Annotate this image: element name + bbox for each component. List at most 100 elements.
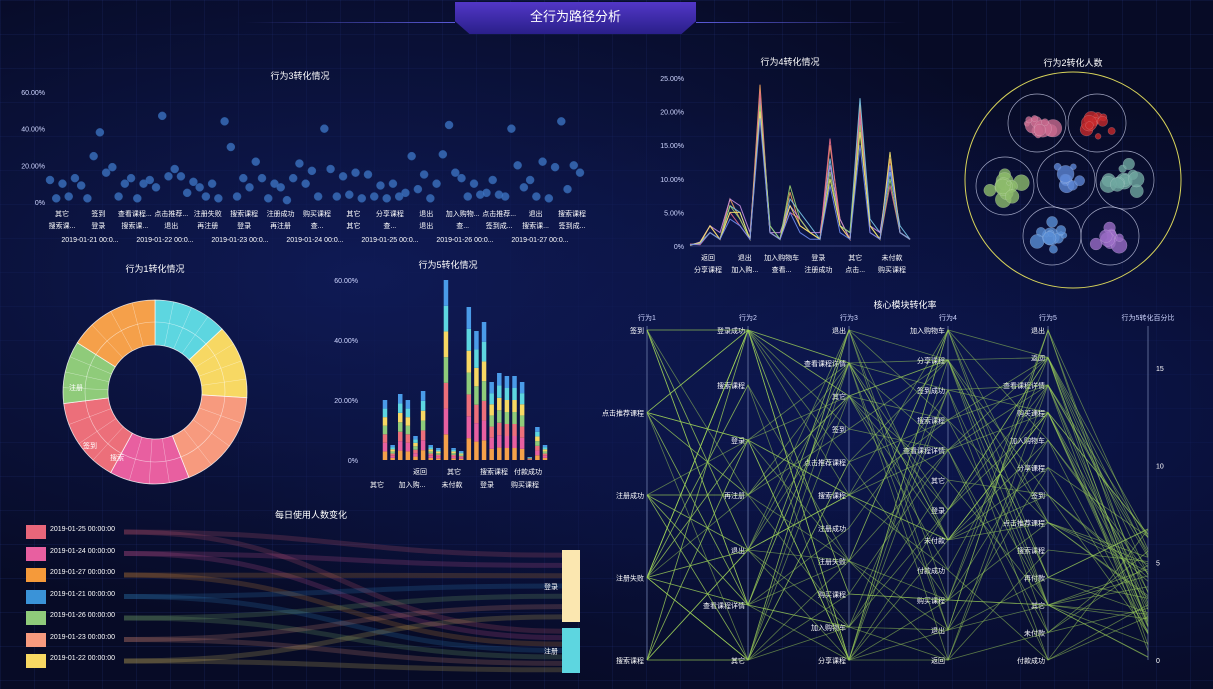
b5-bar-segment <box>428 453 433 456</box>
b2-leaf-circle <box>1046 216 1058 228</box>
b5-title: 行为5转化情况 <box>418 260 478 270</box>
core-axis-tick-label: 签到 <box>832 425 846 434</box>
b5-bar-segment <box>519 426 525 438</box>
core-path-line <box>646 411 1149 661</box>
core-axis-tick-label: 10 <box>1156 463 1164 470</box>
core-axis-tick-label: 加入购物车 <box>910 326 945 335</box>
b3-xtick-label: 搜索课... <box>49 221 76 230</box>
b5-bar-segment <box>405 425 411 435</box>
b3-point <box>270 179 279 188</box>
sankey-flow <box>123 658 563 673</box>
b5-bar-segment <box>542 453 548 456</box>
b4-ytick-label: 20.00% <box>660 110 684 117</box>
b5-bar-segment <box>436 453 441 455</box>
core-axis-name: 行为3 <box>840 313 858 322</box>
sankey-source-label: 2019-01-24 00:00:00 <box>50 547 115 555</box>
b5-bar-segment <box>420 450 426 460</box>
core-axis-tick-label: 购买课程 <box>818 590 846 599</box>
core-axis-tick-label: 搜索课程 <box>1017 546 1045 555</box>
core-axis-tick-label: 注册成功 <box>818 524 846 533</box>
core-axis-tick-label: 购买课程 <box>1017 409 1045 418</box>
core-axis-tick-label: 退出 <box>731 546 745 555</box>
b5-bar-segment <box>481 361 487 382</box>
b5-xtick-label: 其它 <box>447 467 461 476</box>
b3-date-label: 2019-01-23 00:0... <box>211 237 268 244</box>
b3-point <box>282 195 292 205</box>
b5-bar-segment <box>497 435 502 448</box>
b3-point <box>145 175 155 185</box>
b3-xtick-label: 退出 <box>529 209 543 218</box>
b5-bar-segment <box>474 423 479 442</box>
b5-bar-segment <box>489 437 494 449</box>
core-axis-tick-label: 加入购物车 <box>811 623 846 632</box>
b2-group-circle <box>975 156 1035 216</box>
b3-point <box>239 173 248 183</box>
b5-bar-segment <box>397 394 403 404</box>
b5-bar-segment <box>474 404 479 424</box>
core-path-line <box>646 328 1149 632</box>
core-axis-tick-label: 其它 <box>832 392 846 401</box>
b4-xtick-label: 退出 <box>738 253 752 262</box>
daily-title: 每日使用人数变化 <box>274 510 347 520</box>
sankey-source-swatch <box>26 632 46 647</box>
b2-leaf-circle <box>1128 171 1145 188</box>
b3-xtick-label: 签到 <box>91 209 105 218</box>
b3-point <box>226 142 236 152</box>
b5-bar-segment <box>420 440 426 451</box>
b5-bar-segment <box>428 455 433 458</box>
b5-bar-segment <box>474 386 479 405</box>
b3-title: 行为3转化情况 <box>270 71 330 81</box>
b3-point <box>407 151 416 161</box>
b3-xtick-label: 查看课程... <box>118 209 152 218</box>
b5-xtick-label: 购买课程 <box>511 480 539 489</box>
b5-bar-segment <box>519 437 525 449</box>
b4-xtick-label: 登录 <box>811 253 825 262</box>
b2-leaf-circle <box>1099 229 1113 243</box>
b3-point <box>114 192 123 201</box>
b3-xtick-label: 分享课程 <box>376 209 404 218</box>
b2-leaf-circle <box>1056 225 1066 236</box>
core-path-line <box>646 494 1149 661</box>
b3-point <box>170 164 179 174</box>
b5-bar-segment <box>497 447 502 460</box>
b5-bar-segment <box>535 455 540 460</box>
b5-bar-segment <box>436 449 441 452</box>
core-path-line <box>647 359 1149 661</box>
core-axis-tick-label: 搜索课程 <box>917 416 945 425</box>
b4-xtick-label: 查看... <box>772 265 792 274</box>
b2-group-circle <box>1007 93 1067 153</box>
core-axis-tick-label: 其它 <box>931 476 945 485</box>
core-path-line <box>646 411 1149 661</box>
b2-leaf-circle <box>983 183 997 197</box>
core-axis-tick-label: 签到成功 <box>917 386 945 395</box>
b5-bar-segment <box>436 451 441 454</box>
b3-point <box>401 188 410 198</box>
sankey-source-label: 2019-01-26 00:00:00 <box>50 612 115 619</box>
b3-point <box>307 166 317 176</box>
core-axis-tick-label: 点击推荐课程 <box>602 409 644 418</box>
core-axis-tick-label: 分享课程 <box>818 656 846 665</box>
b5-bar-segment <box>451 453 456 455</box>
b5-bar-segment <box>474 349 479 368</box>
core-path-line <box>646 328 1149 661</box>
b5-ytick-label: 0% <box>348 458 358 465</box>
sankey-target-node <box>562 628 580 673</box>
core-axis-tick-label: 付款成功 <box>917 566 945 575</box>
b3-point <box>338 172 348 181</box>
b5-bar-segment <box>542 451 548 454</box>
b5-bar-segment <box>519 382 525 394</box>
b2-leaf-circle <box>1094 133 1102 140</box>
b5-bar-segment <box>428 449 433 452</box>
b1-slice-divider <box>148 438 153 484</box>
b1-slice-divider <box>164 301 174 347</box>
b5-bar-segment <box>512 400 517 412</box>
b2-leaf-circle <box>1085 121 1094 130</box>
b5-bar-segment <box>466 372 472 395</box>
b5-bar-segment <box>428 451 433 454</box>
b5-bar-segment <box>497 373 502 386</box>
core-axis-tick-label: 其它 <box>731 656 745 665</box>
b5-ytick-label: 60.00% <box>334 278 358 285</box>
